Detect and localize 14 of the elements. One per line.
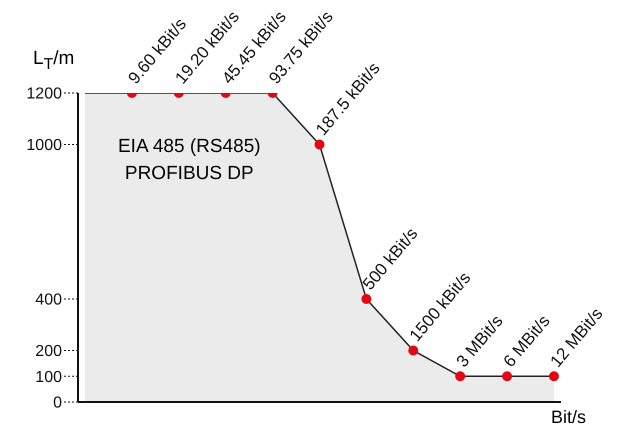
x-axis-title: Bit/s xyxy=(551,407,586,428)
annotation: EIA 485 (RS485) PROFIBUS DP xyxy=(118,135,261,186)
point xyxy=(502,371,512,382)
point xyxy=(361,294,372,304)
y-tick-label: 200 xyxy=(35,343,62,360)
point xyxy=(408,346,418,356)
y-tick-label: 1200 xyxy=(26,86,62,103)
y-tick-label: 100 xyxy=(35,368,62,386)
point xyxy=(455,371,466,382)
y-tick-label: 0 xyxy=(53,394,62,412)
point xyxy=(548,371,559,382)
y-axis-title: L$_{T}$/m xyxy=(33,48,74,74)
y-tick-label: 1000 xyxy=(26,137,62,154)
y-tick-label: 400 xyxy=(35,292,62,309)
